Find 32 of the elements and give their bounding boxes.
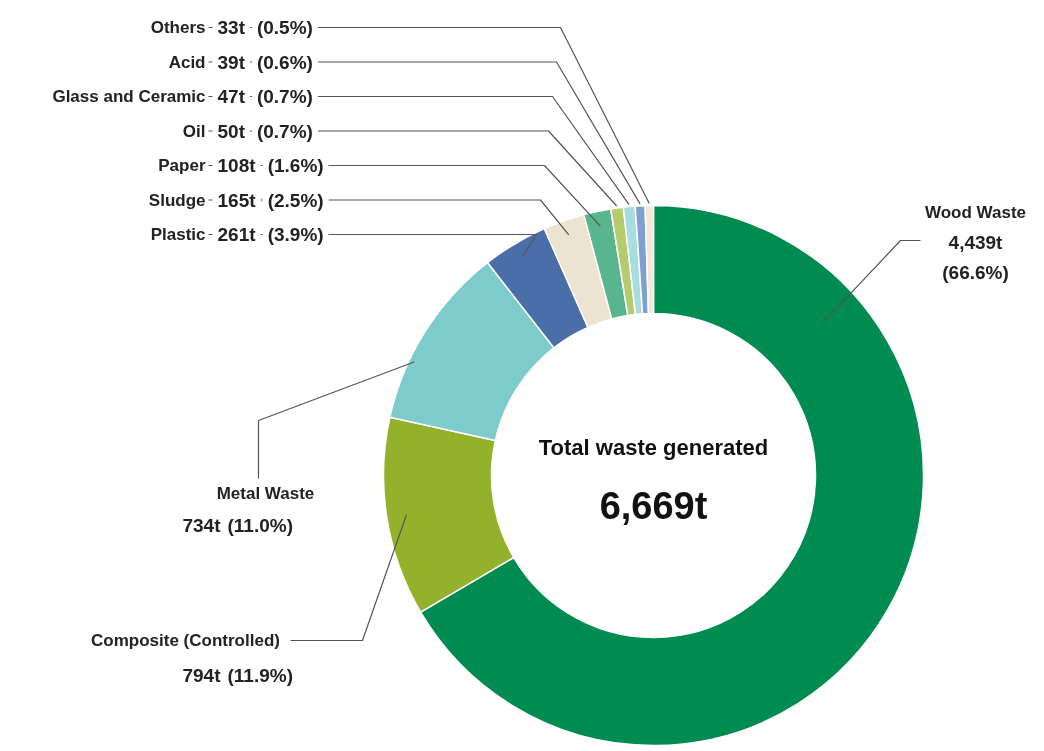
text: (11.9%) [227,665,293,686]
data-label: 794t [182,665,222,686]
text: Total waste generated [538,435,769,460]
data-label: 734t [182,515,222,536]
slice-label: Glass and Ceramic [52,87,206,106]
data-label: 4,439t [948,232,1004,253]
slice-label: Paper [158,156,206,175]
text: (0.5%) [256,17,313,38]
data-label: 108t [217,155,257,176]
slice-label: Plastic [150,225,206,244]
text: (0.6%) [256,51,313,73]
slice-label: Wood Waste [924,203,1027,222]
slice-label: Acid [168,52,206,72]
text: (1.6%) [267,155,324,176]
data-label: 50t [217,120,246,142]
text: (2.5%) [267,189,324,211]
slice-label: Composite (Controlled) [91,631,280,650]
text: (0.7%) [256,120,313,142]
data-label: 33t [217,17,246,38]
text: 6,669t [599,484,708,527]
slice-label: Oil [182,121,206,141]
data-label: 39t [217,51,246,73]
slice-label: Metal Waste [216,484,315,503]
data-label: 165t [217,189,257,211]
slice-label: Sludge [148,190,206,210]
text: (3.9%) [267,224,324,245]
slice-label: Others [150,18,206,37]
data-label: 261t [217,224,257,245]
text: (11.0%) [227,515,293,536]
text: (0.7%) [256,86,313,107]
text: (66.6%) [942,262,1009,283]
data-label: 47t [217,86,246,107]
